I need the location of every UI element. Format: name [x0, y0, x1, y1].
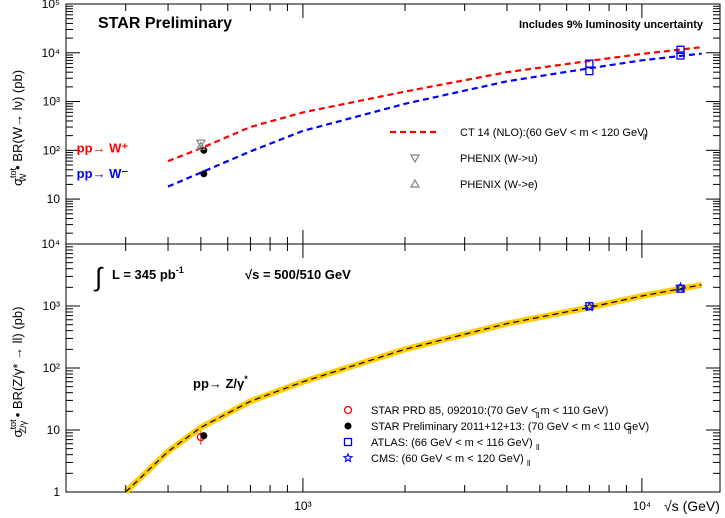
sqrt-s-label: √s = 500/510 GeV [245, 267, 351, 282]
bot-xtick-label: 10⁴ [633, 499, 652, 513]
legend-subscript-0: ll [643, 133, 647, 142]
legend-label-bottom-3: CMS: (60 GeV < m < 120 GeV) [371, 453, 524, 465]
w-process-label-0: pp→ W⁺ [77, 140, 129, 155]
bottom-y-axis-label: σtotZ/γ • BR(Z/γ* → ll) (pb) [8, 307, 28, 438]
legend-label-bottom-0: STAR PRD 85, 092010:(70 GeV < m < 110 Ge… [371, 405, 608, 417]
top-ytick-label: 10³ [43, 95, 60, 109]
top-ytick-label: 10⁴ [41, 46, 60, 60]
top-point [676, 51, 685, 60]
bot-xtick-label: 10³ [294, 499, 311, 513]
top-ytick-label: 10² [43, 143, 60, 157]
legend-marker-bottom-1 [344, 422, 352, 430]
lumi-uncertainty-note: Includes 9% luminosity uncertainty [519, 19, 704, 31]
z-process-label: pp→ Z/γ* [193, 374, 248, 391]
top-point [200, 146, 208, 154]
bot-ytick-label: 10² [43, 361, 60, 375]
top-title: STAR Preliminary [98, 15, 232, 32]
top-y-axis-label-text: σtotW • BR(W→ lν) (pb) [8, 70, 28, 186]
bottom-panel-z: σtotZ/γ • BR(Z/γ* → ll) (pb) 1 10 10² 10³ 10… [8, 237, 721, 514]
legend-marker-bottom-3 [342, 452, 354, 463]
bot-ytick-label: 10 [47, 423, 61, 437]
legend-marker-triangle-down [409, 154, 421, 164]
bot-point [583, 301, 595, 312]
integral-sign: ∫ [93, 262, 104, 292]
bot-ytick-label: 1 [53, 485, 60, 499]
legend-label-bottom-2: ATLAS: (66 GeV < m < 116 GeV) [371, 437, 533, 449]
legend-marker-triangle-up [409, 178, 421, 188]
bottom-y-axis-label-text: σtotZ/γ • BR(Z/γ* → ll) (pb) [8, 307, 28, 438]
top-plot-frame [65, 3, 721, 245]
legend-marker-bottom-0 [343, 405, 353, 415]
top-legend: CT 14 (NLO):(60 GeV < m < 120 GeV)ll PHEN… [390, 127, 648, 191]
legend-marker-bottom-2 [343, 437, 353, 447]
bot-ytick-label: 10⁴ [41, 237, 60, 251]
top-ytick-label: 10⁵ [42, 0, 60, 11]
legend-subscript-bottom-1: ll [628, 427, 632, 436]
bottom-legend: STAR PRD 85, 092010:(70 GeV < m < 110 Ge… [342, 405, 649, 468]
legend-label-1: PHENIX (W->u) [460, 153, 538, 165]
top-ytick-label: 10 [47, 192, 61, 206]
top-point [195, 139, 206, 149]
top-point [200, 170, 208, 178]
top-panel-w: STAR Preliminary Includes 9% luminosity … [8, 0, 721, 245]
top-point [195, 141, 206, 151]
top-y-axis-label: σtotW • BR(W→ lν) (pb) [8, 70, 28, 186]
x-axis-label: √s (GeV) [664, 498, 720, 514]
bot-series-line-0 [125, 284, 702, 493]
legend-subscript-bottom-2: ll [536, 443, 540, 452]
bot-point [675, 281, 686, 292]
bot-point [200, 432, 208, 440]
legend-label-2: PHENIX (W->e) [460, 179, 538, 191]
top-point [676, 45, 685, 54]
w-process-label-1: pp→ W⁻ [77, 166, 129, 181]
legend-subscript-bottom-0: ll [536, 411, 540, 420]
legend-label-0: CT 14 (NLO):(60 GeV < m < 120 GeV) [460, 127, 648, 139]
bot-point [676, 284, 685, 293]
top-series-line-0 [167, 46, 702, 163]
top-point [585, 66, 594, 76]
legend-subscript-bottom-3: ll [527, 459, 531, 468]
lumi-label: L = 345 pb-1 [112, 265, 184, 282]
legend-label-bottom-1: STAR Preliminary 2011+12+13: (70 GeV < m… [371, 421, 649, 433]
top-series-line-1 [167, 52, 702, 188]
bot-ytick-label: 10³ [43, 299, 60, 313]
